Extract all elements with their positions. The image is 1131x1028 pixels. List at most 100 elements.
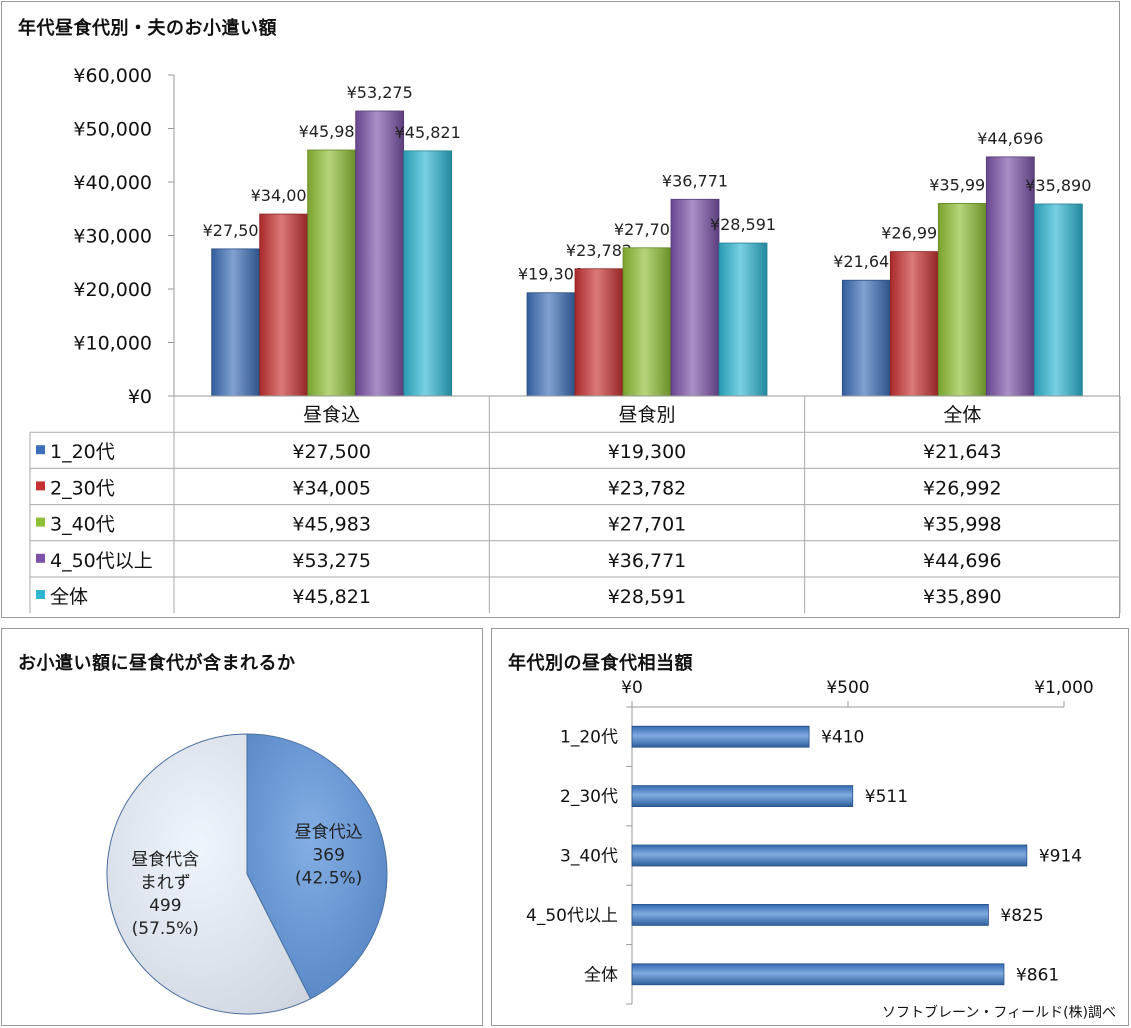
bar-value-label: ¥35,890	[1025, 176, 1091, 195]
pie-slice-label: まれず	[140, 873, 191, 893]
bar-value-label: ¥511	[865, 787, 908, 807]
pie-chart-title: お小遣い額に昼食代が含まれるか	[18, 653, 296, 674]
y-tick-label: ¥50,000	[73, 119, 152, 141]
category-label: 昼食込	[303, 404, 360, 426]
y-tick-label: ¥30,000	[73, 226, 152, 248]
hbar-chart: ¥0 ¥500 ¥1,000 1_20代 ¥410 2_30代 ¥511 3_40代 ¥914 4…	[526, 678, 1094, 1005]
bar-value-label: ¥914	[1039, 847, 1082, 867]
bar-value-label: ¥45,821	[395, 123, 461, 142]
pie-slice-label: 昼食代含	[131, 850, 199, 870]
table-cell: ¥36,771	[608, 550, 687, 572]
x-tick-label: ¥0	[621, 678, 643, 698]
bar-3_40代-全体	[937, 203, 987, 397]
legend-label: 2_30代	[50, 477, 115, 499]
legend-label: 全体	[50, 586, 88, 608]
hbar-chart-title: 年代別の昼食代相当額	[508, 653, 693, 674]
bar-1_20代-昼食別	[526, 292, 576, 397]
table-cell: ¥21,643	[923, 441, 1002, 463]
table-cell: ¥53,275	[292, 550, 371, 572]
hbar-2_30代	[631, 785, 854, 808]
legend-label: 1_20代	[50, 441, 115, 463]
table-cell: ¥27,701	[608, 514, 687, 536]
y-tick-label: ¥40,000	[73, 172, 152, 194]
bar-value-label: ¥35,998	[929, 175, 995, 194]
bar-全体-昼食別	[718, 242, 768, 397]
bar-全体-全体	[1033, 203, 1083, 397]
source-footnote: ソフトブレーン・フィールド(株)調べ	[882, 1005, 1116, 1021]
x-tick-label: ¥1,000	[1034, 678, 1093, 698]
bar-value-label: ¥36,771	[662, 171, 728, 190]
table-cell: ¥44,696	[923, 550, 1002, 572]
main-chart-panel: 年代昼食代別・夫のお小遣い額 ¥0 ¥10,000 ¥20,000 ¥30,000 ¥4…	[1, 1, 1121, 618]
table-cell: ¥27,500	[292, 441, 371, 463]
bar-value-label: ¥34,005	[251, 186, 317, 205]
bar-3_40代-昼食別	[622, 247, 672, 397]
category-label: 全体	[943, 404, 981, 426]
bar-3_40代-昼食込	[307, 149, 357, 397]
pie-slice	[246, 733, 388, 1000]
category-label: 2_30代	[560, 787, 618, 807]
y-tick-label: ¥0	[128, 386, 152, 408]
legend-swatch	[36, 517, 45, 527]
bar-2_30代-昼食別	[574, 268, 624, 397]
main-chart-title: 年代昼食代別・夫のお小遣い額	[18, 18, 277, 39]
legend-swatch	[36, 553, 45, 563]
bar-value-label: ¥825	[1000, 906, 1043, 926]
bar-value-label: ¥27,500	[203, 221, 269, 240]
bar-2_30代-昼食込	[259, 213, 309, 397]
bar-value-label: ¥23,782	[566, 241, 632, 260]
hbar-chart-panel: 年代別の昼食代相当額 ¥0 ¥500 ¥1,000 1_20代 ¥410 2_30代 ¥51…	[491, 628, 1129, 1026]
legend-swatch	[36, 445, 45, 455]
bar-1_20代-全体	[841, 279, 891, 397]
category-label: 3_40代	[560, 847, 618, 867]
pie-chart-panel: お小遣い額に昼食代が含まれるか 昼食代込 369 (42.5%) 昼食代含まれず 499…	[1, 628, 483, 1026]
table-cell: ¥28,591	[608, 586, 687, 608]
hbar-4_50代以上	[631, 903, 989, 926]
pie-slice-label: (42.5%)	[295, 868, 362, 888]
pie-slice-label: 369	[312, 845, 344, 865]
table-cell: ¥35,890	[923, 586, 1002, 608]
bar-4_50代以上-昼食込	[355, 110, 405, 397]
table-cell: ¥35,998	[923, 514, 1002, 536]
main-bar-chart: ¥0 ¥10,000 ¥20,000 ¥30,000 ¥40,000 ¥50,000 ¥60…	[29, 65, 1121, 614]
hbar-3_40代	[631, 844, 1028, 867]
pie-slice-label: 499	[149, 896, 181, 916]
bar-2_30代-全体	[889, 251, 939, 397]
table-cell: ¥45,821	[292, 586, 371, 608]
category-label: 1_20代	[560, 728, 618, 748]
pie-slice-label: (57.5%)	[132, 919, 199, 939]
y-tick-label: ¥10,000	[73, 333, 152, 355]
bar-value-label: ¥26,992	[881, 224, 947, 243]
category-label: 昼食別	[618, 404, 675, 426]
category-label: 4_50代以上	[526, 906, 618, 926]
y-tick-label: ¥20,000	[73, 279, 152, 301]
table-cell: ¥34,005	[292, 477, 371, 499]
bar-value-label: ¥861	[1016, 965, 1059, 985]
pie-slice	[106, 733, 312, 1015]
legend-label: 4_50代以上	[50, 550, 153, 572]
legend-swatch	[36, 590, 45, 599]
legend-label: 3_40代	[50, 514, 115, 536]
bar-value-label: ¥27,701	[614, 220, 680, 239]
bar-value-label: ¥21,643	[833, 252, 899, 271]
bar-value-label: ¥410	[821, 728, 864, 748]
table-cell: ¥45,983	[292, 514, 371, 536]
x-tick-label: ¥500	[826, 678, 869, 698]
bar-value-label: ¥45,983	[299, 122, 365, 141]
bar-1_20代-昼食込	[211, 248, 261, 397]
category-label: 全体	[584, 965, 618, 985]
legend-swatch	[36, 481, 45, 491]
bar-全体-昼食込	[403, 150, 453, 397]
hbar-1_20代	[631, 725, 810, 748]
bar-value-label: ¥44,696	[977, 129, 1043, 148]
table-cell: ¥23,782	[608, 477, 687, 499]
y-tick-label: ¥60,000	[73, 65, 152, 87]
pie-slice-label: 昼食代込	[295, 822, 363, 842]
hbar-全体	[631, 963, 1005, 986]
table-cell: ¥26,992	[923, 477, 1002, 499]
table-cell: ¥19,300	[608, 441, 687, 463]
bar-value-label: ¥53,275	[347, 83, 413, 102]
bar-value-label: ¥19,300	[518, 265, 584, 284]
bar-value-label: ¥28,591	[710, 215, 776, 234]
